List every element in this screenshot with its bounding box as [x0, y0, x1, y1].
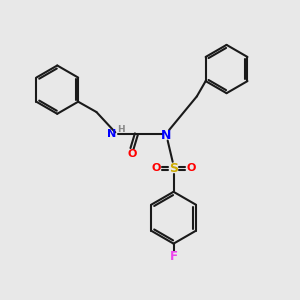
- Text: O: O: [128, 149, 137, 159]
- Text: F: F: [169, 250, 178, 263]
- Text: H: H: [117, 125, 124, 134]
- Text: S: S: [169, 162, 178, 175]
- Text: N: N: [161, 129, 171, 142]
- Text: N: N: [107, 129, 116, 139]
- Text: O: O: [151, 163, 160, 173]
- Text: O: O: [187, 163, 196, 173]
